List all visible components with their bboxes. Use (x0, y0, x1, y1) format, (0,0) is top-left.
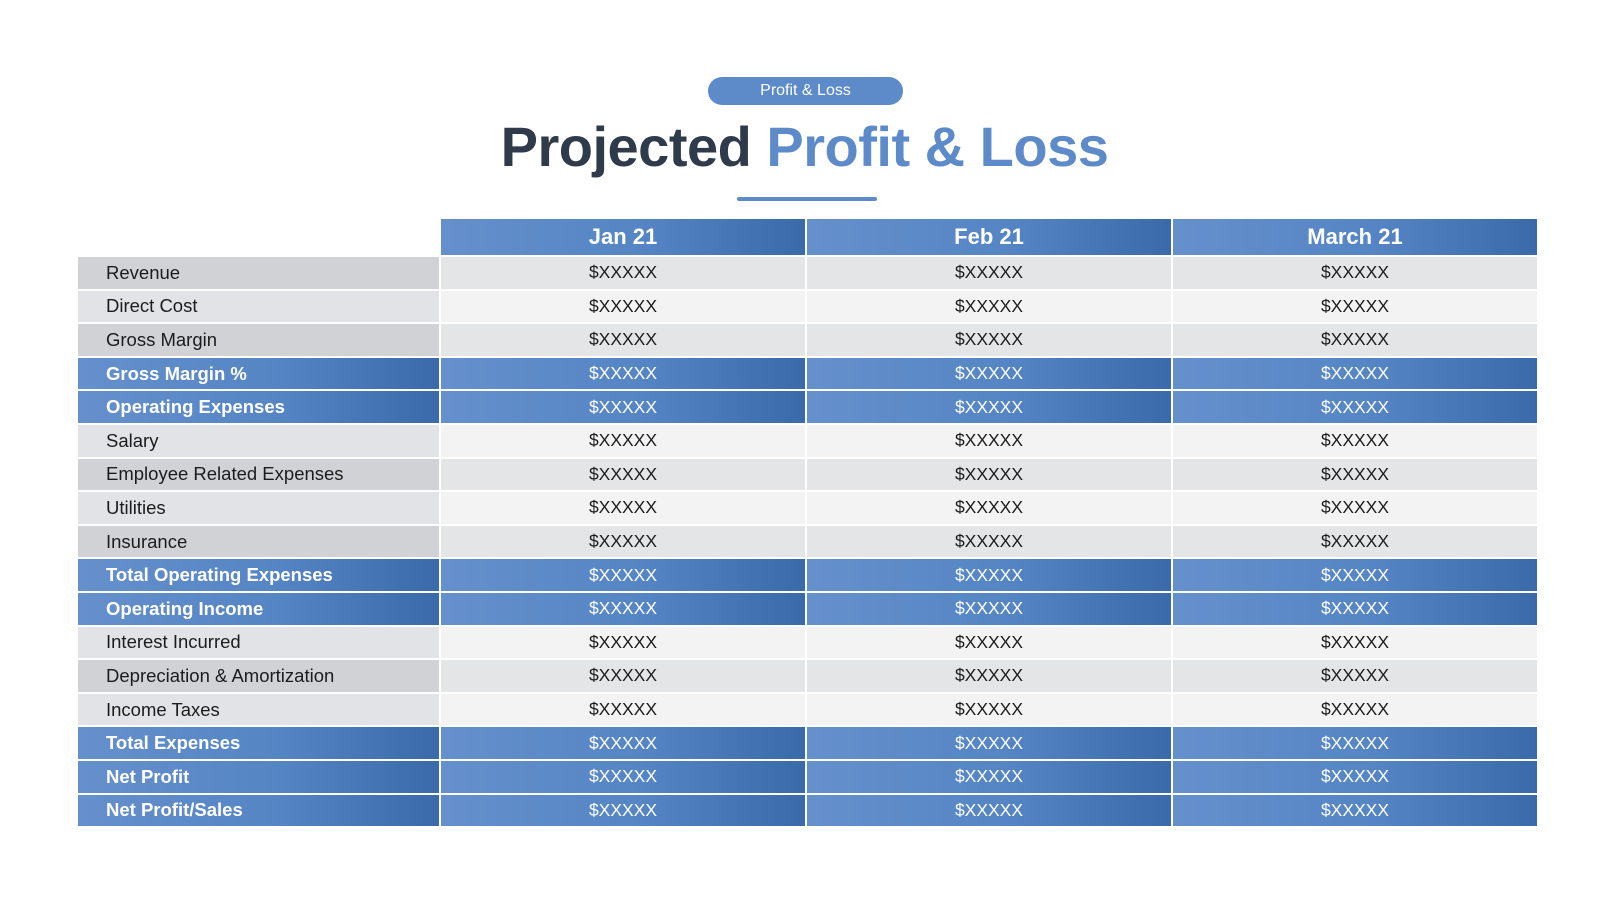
section-pill: Profit & Loss (708, 77, 903, 105)
row-value: $XXXXX (441, 626, 805, 659)
row-value: $XXXXX (807, 391, 1171, 423)
row-value: $XXXXX (807, 458, 1171, 491)
row-label: Revenue (78, 257, 439, 289)
row-value: $XXXXX (1173, 660, 1537, 692)
row-value: $XXXXX (1173, 492, 1537, 524)
row-label: Net Profit/Sales (78, 794, 439, 827)
table-corner (78, 219, 439, 251)
row-label: Income Taxes (78, 693, 439, 726)
row-value: $XXXXX (441, 760, 805, 793)
row-value: $XXXXX (1173, 592, 1537, 625)
row-label: Utilities (78, 492, 439, 524)
row-label: Depreciation & Amortization (78, 660, 439, 692)
column-header-2: Feb 21 (807, 219, 1171, 255)
row-value: $XXXXX (1173, 559, 1537, 591)
row-value: $XXXXX (807, 257, 1171, 289)
row-label: Gross Margin (78, 324, 439, 356)
row-value: $XXXXX (441, 525, 805, 558)
row-value: $XXXXX (807, 626, 1171, 659)
row-value: $XXXXX (1173, 391, 1537, 423)
row-value: $XXXXX (441, 492, 805, 524)
row-value: $XXXXX (807, 357, 1171, 390)
row-value: $XXXXX (807, 424, 1171, 457)
row-value: $XXXXX (807, 559, 1171, 591)
row-value: $XXXXX (1173, 257, 1537, 289)
row-label: Direct Cost (78, 290, 439, 323)
row-value: $XXXXX (807, 794, 1171, 827)
row-value: $XXXXX (441, 324, 805, 356)
row-value: $XXXXX (441, 727, 805, 759)
row-value: $XXXXX (441, 559, 805, 591)
column-header-3: March 21 (1173, 219, 1537, 255)
row-value: $XXXXX (807, 525, 1171, 558)
row-value: $XXXXX (807, 290, 1171, 323)
profit-loss-table: Jan 21 Feb 21 March 21 Revenue $XXXXX $XXX… (78, 219, 1537, 827)
row-value: $XXXXX (441, 458, 805, 491)
row-value: $XXXXX (1173, 290, 1537, 323)
row-label: Total Operating Expenses (78, 559, 439, 591)
row-value: $XXXXX (441, 660, 805, 692)
row-value: $XXXXX (1173, 458, 1537, 491)
column-header-1: Jan 21 (441, 219, 805, 255)
row-value: $XXXXX (441, 290, 805, 323)
row-value: $XXXXX (1173, 794, 1537, 827)
title-accent-part: Profit & Loss (766, 115, 1109, 178)
row-label: Salary (78, 424, 439, 457)
row-value: $XXXXX (441, 257, 805, 289)
row-value: $XXXXX (441, 357, 805, 390)
row-value: $XXXXX (1173, 357, 1537, 390)
row-value: $XXXXX (807, 727, 1171, 759)
row-value: $XXXXX (441, 794, 805, 827)
row-value: $XXXXX (441, 592, 805, 625)
row-value: $XXXXX (807, 324, 1171, 356)
page-title: Projected Profit & Loss (0, 112, 1600, 182)
title-dark-part: Projected (500, 115, 752, 178)
row-label: Gross Margin % (78, 357, 439, 390)
row-value: $XXXXX (807, 492, 1171, 524)
row-label: Insurance (78, 525, 439, 558)
row-value: $XXXXX (1173, 424, 1537, 457)
row-value: $XXXXX (807, 760, 1171, 793)
row-value: $XXXXX (1173, 727, 1537, 759)
row-value: $XXXXX (1173, 693, 1537, 726)
row-label: Total Expenses (78, 727, 439, 759)
row-label: Operating Income (78, 592, 439, 625)
title-underline (737, 197, 877, 201)
row-value: $XXXXX (1173, 760, 1537, 793)
row-label: Employee Related Expenses (78, 458, 439, 491)
row-value: $XXXXX (1173, 324, 1537, 356)
row-value: $XXXXX (807, 693, 1171, 726)
row-label: Net Profit (78, 760, 439, 793)
row-value: $XXXXX (1173, 525, 1537, 558)
row-value: $XXXXX (441, 391, 805, 423)
row-label: Interest Incurred (78, 626, 439, 659)
row-value: $XXXXX (807, 592, 1171, 625)
row-label: Operating Expenses (78, 391, 439, 423)
row-value: $XXXXX (1173, 626, 1537, 659)
row-value: $XXXXX (441, 424, 805, 457)
row-value: $XXXXX (441, 693, 805, 726)
row-value: $XXXXX (807, 660, 1171, 692)
